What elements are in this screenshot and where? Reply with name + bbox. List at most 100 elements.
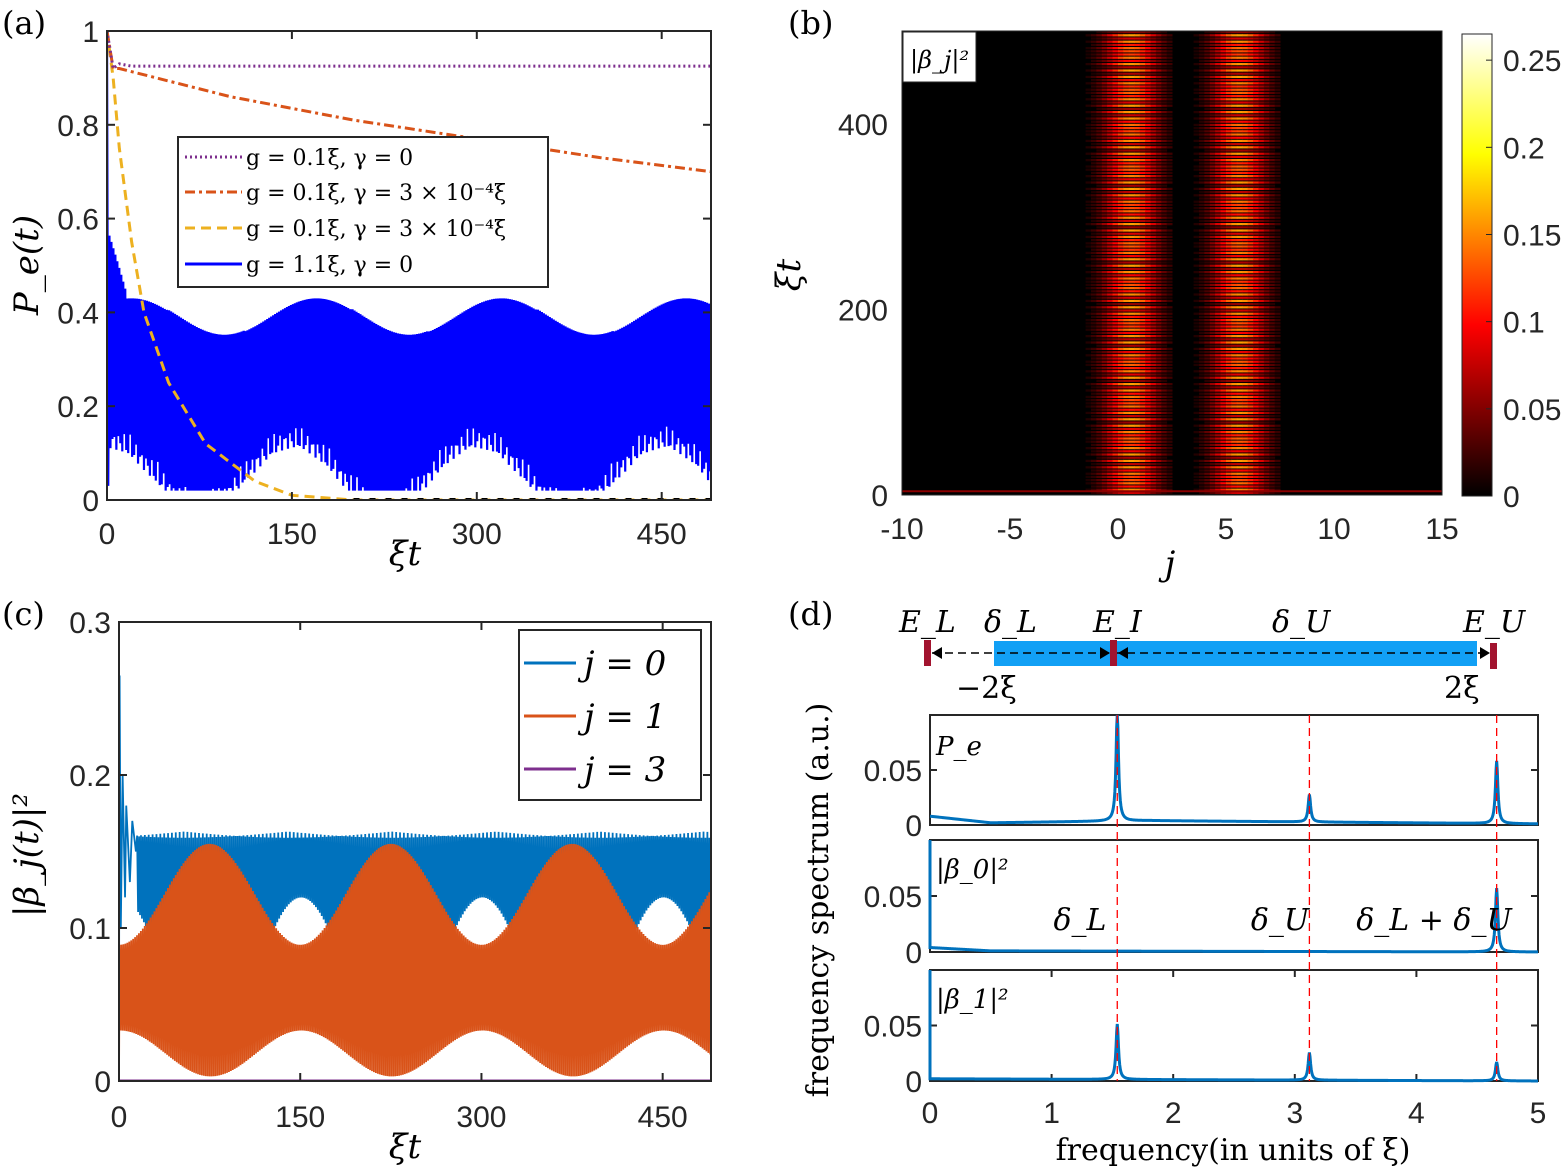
heatmap-cell [1236, 123, 1243, 127]
heatmap-cell [1220, 485, 1227, 488]
heatmap-cell [1091, 127, 1097, 130]
heatmap-cell [1220, 37, 1227, 40]
heatmap-cell [1145, 133, 1151, 136]
heatmap-cell [1215, 130, 1222, 133]
heatmap-cell [1258, 165, 1265, 168]
heatmap-cell [1193, 293, 1200, 296]
heatmap-cell [1150, 485, 1157, 488]
heatmap-cell [1166, 485, 1173, 488]
heatmap-cell [1155, 184, 1162, 187]
heatmap-cell [1107, 312, 1114, 315]
heatmap-cell [1274, 405, 1281, 408]
heatmap-cell [1161, 101, 1168, 104]
heatmap-cell [1263, 405, 1270, 408]
heatmap-cell [1231, 331, 1238, 335]
heatmap-cell [1085, 293, 1092, 296]
heatmap-cell [1263, 293, 1270, 296]
heatmap-cell [1123, 43, 1130, 47]
heatmap-cell [1155, 235, 1162, 239]
heatmap-cell [1253, 53, 1259, 56]
heatmap-cell [1096, 56, 1103, 59]
heatmap-cell [1209, 341, 1216, 344]
heatmap-cell [1123, 123, 1130, 127]
heatmap-cell [1166, 287, 1173, 290]
heatmap-cell [1139, 344, 1146, 347]
heatmap-cell [1236, 491, 1243, 495]
heatmap-cell [1139, 306, 1146, 309]
heatmap-cell [1215, 47, 1222, 50]
heatmap-cell [1118, 210, 1124, 213]
heatmap-cell [1258, 91, 1265, 95]
heatmap-cell [1091, 88, 1097, 91]
heatmap-cell [1263, 213, 1270, 216]
heatmap-cell [1139, 53, 1146, 56]
heatmap-cell [1155, 459, 1162, 463]
heatmap-cell [1134, 479, 1141, 482]
heatmap-cell [1139, 130, 1146, 133]
heatmap-cell [1128, 431, 1135, 434]
heatmap-cell [1263, 264, 1270, 267]
heatmap-cell [1161, 411, 1168, 415]
heatmap-cell [1112, 488, 1119, 491]
heatmap-cell [1139, 376, 1146, 379]
heatmap-cell [1269, 213, 1276, 216]
heatmap-cell [1123, 149, 1130, 152]
heatmap-cell [1123, 264, 1130, 267]
heatmap-cell [1231, 239, 1238, 242]
heatmap-cell [1220, 392, 1227, 395]
heatmap-cell [1215, 293, 1222, 296]
heatmap-cell [1145, 197, 1151, 200]
heatmap-cell [1139, 488, 1146, 491]
colorbar-tick-label: 0.1 [1503, 307, 1545, 340]
heatmap-cell [1150, 187, 1157, 191]
heatmap-cell [1193, 200, 1200, 203]
heatmap-cell [1155, 392, 1162, 395]
heatmap-cell [1226, 399, 1232, 402]
heatmap-cell [1258, 216, 1265, 219]
heatmap-cell [1236, 98, 1243, 101]
heatmap-cell [1226, 139, 1232, 143]
heatmap-cell [1226, 447, 1232, 450]
heatmap-cell [1134, 472, 1141, 475]
heatmap-cell [1263, 309, 1270, 312]
heatmap-cell [1101, 133, 1108, 136]
heatmap-cell [1226, 379, 1232, 383]
heatmap-cell [1226, 376, 1232, 379]
heatmap-cell [1274, 271, 1281, 274]
heatmap-cell [1139, 159, 1146, 162]
heatmap-cell [1091, 479, 1097, 482]
heatmap-cell [1091, 197, 1097, 200]
heatmap-cell [1118, 175, 1124, 178]
heatmap-cell [1155, 421, 1162, 424]
heatmap-cell [1128, 232, 1135, 235]
heatmap-cell [1085, 319, 1092, 322]
heatmap-cell [1155, 146, 1162, 149]
heatmap-cell [1236, 258, 1243, 261]
heatmap-cell [1150, 293, 1157, 296]
heatmap-cell [1263, 63, 1270, 66]
heatmap-cell [1161, 488, 1168, 491]
heatmap-cell [1134, 98, 1141, 101]
heatmap-cell [1236, 303, 1243, 306]
heatmap-cell [1263, 120, 1270, 123]
heatmap-cell [1118, 357, 1124, 360]
heatmap-cell [1091, 325, 1097, 328]
heatmap-cell [1128, 101, 1135, 104]
heatmap-cell [1236, 136, 1243, 139]
heatmap-cell [1247, 459, 1254, 463]
heatmap-cell [1236, 143, 1243, 146]
heatmap-cell [1145, 123, 1151, 127]
heatmap-cell [1161, 146, 1168, 149]
heatmap-cell [1215, 437, 1222, 440]
heatmap-cell [1209, 216, 1216, 219]
heatmap-cell [1096, 338, 1103, 341]
heatmap-cell [1247, 453, 1254, 456]
heatmap-cell [1150, 123, 1157, 127]
heatmap-cell [1139, 219, 1146, 223]
heatmap-cell [1139, 315, 1146, 319]
heatmap-cell [1128, 85, 1135, 88]
heatmap-cell [1091, 383, 1097, 386]
heatmap-cell [1193, 98, 1200, 101]
heatmap-cell [1091, 210, 1097, 213]
heatmap-cell [1231, 171, 1238, 175]
